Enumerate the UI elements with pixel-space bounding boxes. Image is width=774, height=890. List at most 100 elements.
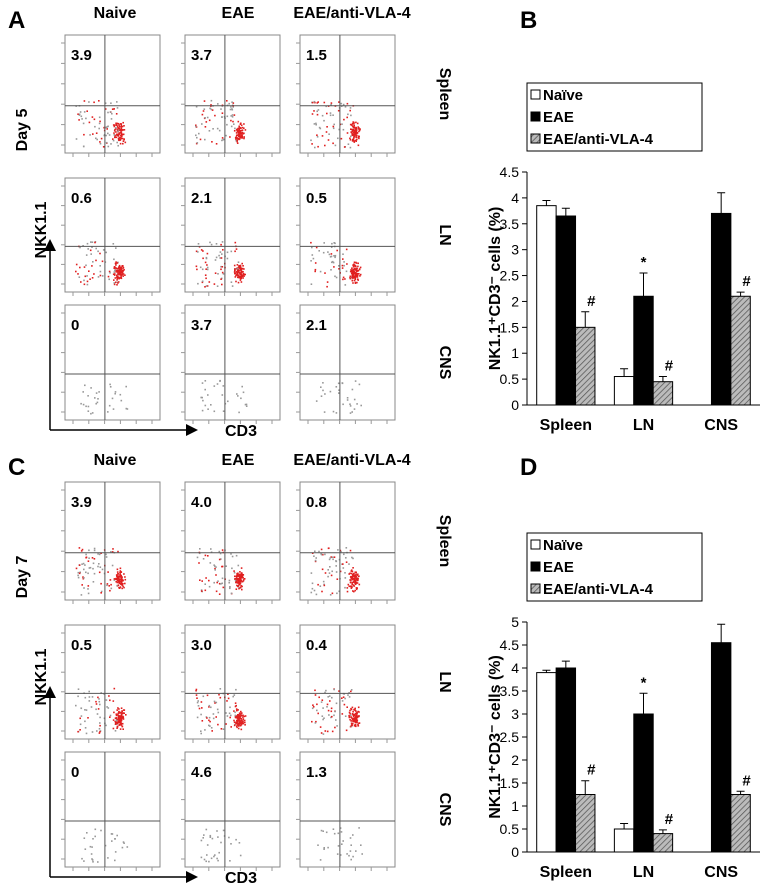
- event-dot: [327, 569, 329, 571]
- event-dot: [239, 136, 241, 139]
- event-dot: [229, 706, 231, 709]
- event-dot: [353, 590, 355, 593]
- event-dot: [320, 701, 323, 703]
- plot-frame: [299, 177, 396, 293]
- event-dot: [241, 574, 244, 577]
- event-dot: [311, 707, 314, 710]
- event-dot: [239, 279, 242, 281]
- event-dot: [210, 104, 212, 106]
- event-dot: [99, 722, 101, 724]
- column-header: Naive: [94, 452, 137, 469]
- event-dot: [345, 729, 348, 732]
- event-dot: [353, 129, 355, 132]
- event-dot: [121, 274, 123, 276]
- event-dot: [351, 140, 354, 142]
- event-dot: [98, 100, 100, 102]
- event-dot: [243, 275, 245, 277]
- event-dot: [83, 587, 85, 589]
- event-dot: [238, 714, 240, 716]
- event-dot: [350, 707, 352, 710]
- event-dot: [314, 262, 317, 264]
- event-dot: [200, 590, 203, 592]
- event-dot: [117, 129, 120, 131]
- event-dot: [214, 272, 217, 274]
- event-dot: [315, 400, 318, 402]
- event-dot: [336, 592, 338, 595]
- event-dot: [114, 124, 116, 126]
- event-dot: [217, 273, 219, 275]
- event-dot: [351, 128, 353, 131]
- event-dot: [351, 388, 354, 391]
- flow-plot: 0: [61, 304, 161, 424]
- event-dot: [238, 275, 240, 277]
- event-dot: [241, 262, 243, 265]
- event-dot: [93, 273, 95, 275]
- event-dot: [234, 250, 236, 253]
- event-dot: [120, 578, 122, 581]
- event-dot: [99, 265, 101, 267]
- event-dot: [352, 126, 355, 129]
- event-dot: [242, 716, 244, 718]
- event-dot: [121, 583, 123, 585]
- event-dot: [330, 716, 332, 719]
- event-dot: [239, 127, 241, 129]
- event-dot: [235, 838, 237, 841]
- event-dot: [119, 586, 122, 588]
- event-dot: [323, 583, 325, 586]
- event-dot: [221, 577, 224, 580]
- event-dot: [317, 101, 319, 103]
- event-dot: [210, 706, 212, 709]
- event-dot: [357, 265, 359, 268]
- event-dot: [85, 117, 87, 120]
- event-dot: [79, 729, 81, 731]
- event-dot: [115, 123, 118, 125]
- event-dot: [77, 688, 80, 690]
- event-dot: [330, 255, 333, 258]
- plot-frame: [64, 624, 161, 740]
- event-dot: [311, 720, 313, 723]
- event-dot: [318, 550, 320, 553]
- event-dot: [314, 270, 316, 273]
- event-dot: [202, 695, 205, 698]
- event-dot: [84, 275, 87, 278]
- event-dot: [112, 139, 115, 142]
- flow-plot: 3.7: [181, 304, 281, 424]
- event-dot: [90, 253, 92, 255]
- event-dot: [242, 577, 244, 579]
- event-dot: [197, 243, 200, 245]
- event-dot: [331, 570, 333, 573]
- event-dot: [222, 410, 225, 412]
- event-dot: [358, 715, 360, 718]
- event-dot: [354, 275, 356, 277]
- event-dot: [351, 718, 354, 721]
- event-dot: [349, 139, 352, 141]
- event-dot: [334, 144, 337, 147]
- event-dot: [342, 253, 344, 255]
- event-dot: [353, 408, 356, 410]
- event-dot: [349, 576, 352, 578]
- event-dot: [238, 134, 241, 137]
- event-dot: [322, 580, 325, 583]
- y-tick-label: 0: [511, 844, 519, 860]
- event-dot: [229, 716, 231, 719]
- event-dot: [322, 733, 325, 735]
- event-dot: [354, 265, 357, 267]
- event-dot: [85, 556, 87, 559]
- event-dot: [207, 394, 209, 396]
- event-dot: [209, 241, 211, 244]
- event-dot: [216, 708, 219, 711]
- event-dot: [218, 851, 220, 854]
- event-dot: [121, 578, 123, 580]
- event-dot: [358, 129, 361, 132]
- event-dot: [243, 123, 245, 125]
- event-dot: [354, 589, 356, 592]
- event-dot: [234, 276, 237, 278]
- event-dot: [205, 860, 207, 863]
- event-dot: [75, 567, 78, 570]
- event-dot: [349, 850, 352, 852]
- event-dot: [94, 241, 96, 244]
- event-dot: [353, 581, 355, 583]
- event-dot: [119, 129, 122, 132]
- event-dot: [82, 391, 84, 393]
- event-dot: [115, 128, 117, 130]
